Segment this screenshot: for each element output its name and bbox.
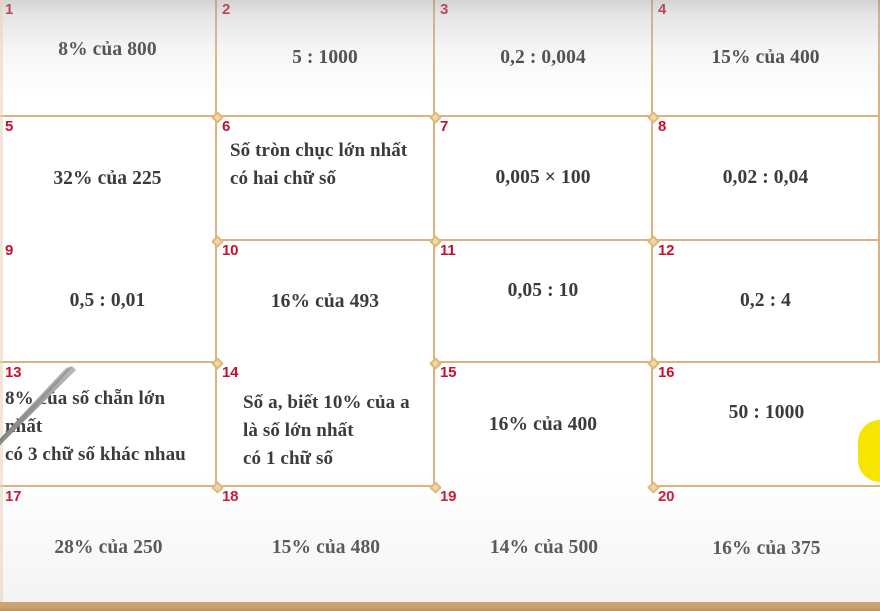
cell-text-2: 5 : 1000 <box>292 46 358 68</box>
question-cell-20[interactable]: 20 16% của 375 <box>653 487 880 611</box>
question-cell-7[interactable]: 7 0,005 × 100 <box>435 117 653 241</box>
cell-number-12: 12 <box>658 242 675 259</box>
cell-body-13: 8% của số chẵn lớn nhất có 3 chữ số khác… <box>0 363 215 485</box>
cell-body-2: 5 : 1000 <box>217 0 433 115</box>
cell-body-18: 15% của 480 <box>217 487 435 609</box>
cell-body-17: 28% của 250 <box>0 487 217 609</box>
cell-number-7: 7 <box>440 118 449 135</box>
cell-body-15: 16% của 400 <box>435 363 651 487</box>
cell-body-8: 0,02 : 0,04 <box>653 117 878 239</box>
cell-number-11: 11 <box>440 242 456 259</box>
cell-text-15: 16% của 400 <box>488 414 598 436</box>
cell-body-19: 14% của 500 <box>435 487 653 609</box>
cell-number-8: 8 <box>658 118 667 135</box>
cell-text-14: Số a, biết 10% của a là số lớn nhất có 1… <box>243 392 410 469</box>
question-cell-11[interactable]: 11 0,05 : 10 <box>435 241 653 363</box>
cell-body-12: 0,2 : 4 <box>653 241 878 361</box>
cell-number-20: 20 <box>658 488 675 505</box>
question-cell-18[interactable]: 18 15% của 480 <box>217 487 435 611</box>
question-cell-14[interactable]: 14 Số a, biết 10% của a là số lớn nhất c… <box>217 363 435 487</box>
cell-body-4: 15% của 400 <box>653 0 878 115</box>
cell-body-11: 0,05 : 10 <box>435 241 651 361</box>
cell-text-8: 0,02 : 0,04 <box>722 167 809 189</box>
cell-number-6: 6 <box>222 118 231 135</box>
question-cell-2[interactable]: 2 5 : 1000 <box>217 0 435 117</box>
cell-text-19: 14% của 500 <box>489 537 599 559</box>
cell-number-16: 16 <box>658 364 675 381</box>
cell-number-5: 5 <box>5 118 14 135</box>
cell-body-3: 0,2 : 0,004 <box>435 0 651 115</box>
cell-body-7: 0,005 × 100 <box>435 117 651 239</box>
cell-body-20: 16% của 375 <box>653 487 880 611</box>
cell-number-17: 17 <box>5 488 22 505</box>
question-cell-1[interactable]: 1 8% của 800 <box>0 0 217 117</box>
cell-text-9: 0,5 : 0,01 <box>69 290 146 312</box>
cell-text-12: 0,2 : 4 <box>739 290 792 312</box>
cell-number-14: 14 <box>222 364 239 381</box>
question-cell-4[interactable]: 4 15% của 400 <box>653 0 880 117</box>
cell-text-6: Số tròn chục lớn nhất có hai chữ số <box>230 140 408 189</box>
cell-body-16: 50 : 1000 <box>653 363 880 485</box>
cell-text-3: 0,2 : 0,004 <box>500 46 586 68</box>
cell-text-4: 15% của 400 <box>711 46 820 68</box>
cell-number-9: 9 <box>5 242 14 259</box>
question-cell-16[interactable]: 16 50 : 1000 <box>653 363 880 487</box>
board-left-edge <box>0 0 3 611</box>
cell-text-1: 8% của 800 <box>58 39 157 60</box>
cell-number-3: 3 <box>440 1 449 18</box>
cell-number-10: 10 <box>222 242 239 259</box>
question-cell-12[interactable]: 12 0,2 : 4 <box>653 241 880 363</box>
cell-number-18: 18 <box>222 488 239 505</box>
question-cell-17[interactable]: 17 28% của 250 <box>0 487 217 611</box>
question-cell-10[interactable]: 10 16% của 493 <box>217 241 435 363</box>
cell-text-16: 50 : 1000 <box>728 402 805 423</box>
cell-number-4: 4 <box>658 1 667 18</box>
question-cell-19[interactable]: 19 14% của 500 <box>435 487 653 611</box>
question-cell-13[interactable]: 13 8% của số chẵn lớn nhất có 3 chữ số k… <box>0 363 217 487</box>
question-cell-3[interactable]: 3 0,2 : 0,004 <box>435 0 653 117</box>
question-cell-5[interactable]: 5 32% của 225 <box>0 117 217 241</box>
cell-number-15: 15 <box>440 364 457 381</box>
cell-body-1: 8% của 800 <box>0 0 215 115</box>
question-cell-6[interactable]: 6 Số tròn chục lớn nhất có hai chữ số <box>217 117 435 241</box>
cell-text-17: 28% của 250 <box>54 537 163 559</box>
cell-text-11: 0,05 : 10 <box>507 280 579 301</box>
cell-text-18: 15% của 480 <box>271 537 381 559</box>
cell-body-14: Số a, biết 10% của a là số lớn nhất có 1… <box>217 363 433 485</box>
cell-text-13: 8% của số chẵn lớn nhất có 3 chữ số khác… <box>5 388 186 465</box>
cell-text-7: 0,005 × 100 <box>495 167 591 189</box>
board-bottom-frame <box>0 602 880 611</box>
cell-text-5: 32% của 225 <box>53 168 162 190</box>
question-cell-9[interactable]: 9 0,5 : 0,01 <box>0 241 217 363</box>
cell-body-6: Số tròn chục lớn nhất có hai chữ số <box>217 117 433 239</box>
cell-number-19: 19 <box>440 488 457 505</box>
cell-body-10: 16% của 493 <box>217 241 433 363</box>
cell-body-9: 0,5 : 0,01 <box>0 241 215 361</box>
cell-text-10: 16% của 493 <box>270 291 380 313</box>
yellow-highlight-blob <box>858 420 880 482</box>
cell-number-2: 2 <box>222 1 231 18</box>
question-cell-8[interactable]: 8 0,02 : 0,04 <box>653 117 880 241</box>
cell-body-5: 32% của 225 <box>0 117 215 241</box>
cell-number-1: 1 <box>5 1 14 18</box>
question-cell-15[interactable]: 15 16% của 400 <box>435 363 653 487</box>
cell-text-20: 16% của 375 <box>712 538 821 560</box>
